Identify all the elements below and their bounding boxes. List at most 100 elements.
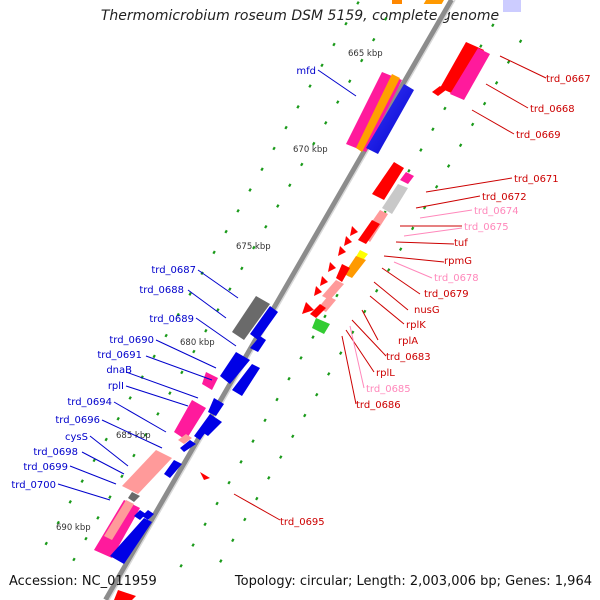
gene-blocks-forward (94, 72, 414, 564)
tick-dash (311, 335, 315, 339)
tick-dash (188, 292, 192, 296)
gene-label-trd_0689[interactable]: trd_0689 (149, 314, 194, 325)
tick-dash (431, 127, 435, 132)
gene-block (312, 318, 330, 334)
tick-dash (344, 21, 348, 26)
tick-dash (398, 247, 403, 252)
gene-block (202, 372, 218, 390)
gene-label-rplL[interactable]: rplL (376, 368, 395, 379)
gene-block (400, 172, 414, 184)
gene-label-rplK[interactable]: rplK (406, 320, 426, 331)
kbp-tick-670: 670 kbp (293, 145, 328, 155)
gene-block (202, 418, 222, 436)
tick-dash (470, 122, 475, 127)
gene-label-trd_0675[interactable]: trd_0675 (464, 222, 509, 233)
tick-dash (303, 413, 307, 418)
tick-dash (80, 479, 84, 483)
gene-block (134, 510, 146, 520)
gene-label-dnaB[interactable]: dnaB (106, 365, 132, 376)
gene-label-nusG[interactable]: nusG (414, 305, 440, 316)
gene-label-trd_0678[interactable]: trd_0678 (434, 273, 479, 284)
gene-block (350, 226, 358, 236)
kbp-tick-690: 690 kbp (56, 523, 91, 533)
gene-label-trd_0694[interactable]: trd_0694 (67, 397, 112, 408)
gene-label-trd_0699[interactable]: trd_0699 (23, 462, 68, 473)
gene-label-rplA[interactable]: rplA (398, 336, 418, 347)
labels-left: mfd trd_0687 trd_0688 trd_0689 trd_0690 … (11, 66, 316, 491)
tick-dash (482, 101, 487, 106)
tick-dash (386, 268, 391, 272)
gene-label-trd_0696[interactable]: trd_0696 (55, 415, 100, 426)
tick-dash (240, 266, 244, 271)
gene-label-trd_0686[interactable]: trd_0686 (356, 400, 401, 411)
kbp-ticks: 665 kbp 670 kbp 675 kbp 680 kbp 685 kbp … (56, 49, 383, 533)
tick-dash (216, 308, 220, 312)
gene-block (250, 336, 266, 352)
tick-dash (212, 250, 216, 255)
gene-block (372, 162, 404, 200)
tick-dash (203, 522, 207, 527)
tick-dash (446, 164, 451, 168)
map-title: Thermomicrobium roseum DSM 5159, complet… (100, 8, 500, 24)
edge-gene-orange (392, 0, 402, 4)
gene-label-trd_0679[interactable]: trd_0679 (424, 289, 469, 300)
gene-block (110, 518, 152, 564)
gene-label-trd_0685[interactable]: trd_0685 (366, 384, 411, 395)
gene-block (440, 42, 484, 96)
tick-dash (332, 42, 336, 47)
gene-label-trd_0690[interactable]: trd_0690 (109, 335, 154, 346)
gene-label-mfd[interactable]: mfd (296, 66, 316, 77)
gene-label-trd_0669[interactable]: trd_0669 (516, 130, 561, 141)
gene-label-trd_0688[interactable]: trd_0688 (139, 285, 184, 296)
gene-label-trd_0698[interactable]: trd_0698 (33, 447, 78, 458)
gene-label-trd_0674[interactable]: trd_0674 (474, 206, 519, 217)
tick-dash (518, 39, 523, 44)
tick-dash (144, 432, 148, 437)
gene-label-trd_0671[interactable]: trd_0671 (514, 174, 559, 185)
tick-dash (176, 312, 180, 317)
gene-label-trd_0687[interactable]: trd_0687 (151, 265, 196, 276)
tick-dash (479, 44, 483, 48)
tick-dash (356, 1, 360, 5)
gene-block (232, 364, 260, 396)
tick-dash (276, 204, 280, 208)
tick-dash (327, 372, 331, 376)
leader-lines-pink (349, 209, 473, 389)
gene-block (208, 398, 224, 416)
tick-dash (215, 501, 219, 506)
gene-label-trd_0691[interactable]: trd_0691 (97, 350, 142, 361)
gene-label-tuf[interactable]: tuf (454, 238, 468, 249)
tick-dash (419, 148, 423, 152)
tick-dash (279, 455, 283, 459)
tick-dash (252, 245, 256, 250)
tick-dash (236, 208, 240, 213)
tick-dash (287, 376, 291, 381)
gene-label-cysS[interactable]: cysS (65, 432, 88, 443)
gene-label-rpmG[interactable]: rpmG (444, 256, 472, 267)
gene-block (356, 74, 400, 152)
tick-dash (324, 121, 328, 125)
gene-label-trd_0700[interactable]: trd_0700 (11, 480, 56, 491)
gene-block (194, 414, 216, 440)
gene-label-trd_0667[interactable]: trd_0667 (546, 74, 591, 85)
gene-label-trd_0695[interactable]: trd_0695 (280, 517, 325, 528)
gene-block (344, 256, 366, 278)
tick-dash (164, 333, 168, 338)
gene-label-trd_0683[interactable]: trd_0683 (386, 352, 431, 363)
tick-dash (228, 287, 232, 292)
tick-dash (179, 563, 183, 568)
gene-label-trd_0668[interactable]: trd_0668 (530, 104, 575, 115)
gene-label-rplI[interactable]: rplI (108, 381, 124, 392)
gene-block (142, 510, 154, 520)
tick-dash (227, 480, 231, 485)
tick-dash (312, 141, 316, 146)
kbp-tick-680: 680 kbp (180, 338, 215, 348)
gene-block (322, 280, 344, 300)
gene-label-trd_0672[interactable]: trd_0672 (482, 192, 527, 203)
tick-dash (72, 557, 76, 562)
gene-block (344, 236, 352, 246)
gene-block (174, 400, 206, 440)
tick-dash (458, 143, 463, 148)
gene-block (314, 286, 322, 296)
tick-dash (506, 60, 511, 64)
